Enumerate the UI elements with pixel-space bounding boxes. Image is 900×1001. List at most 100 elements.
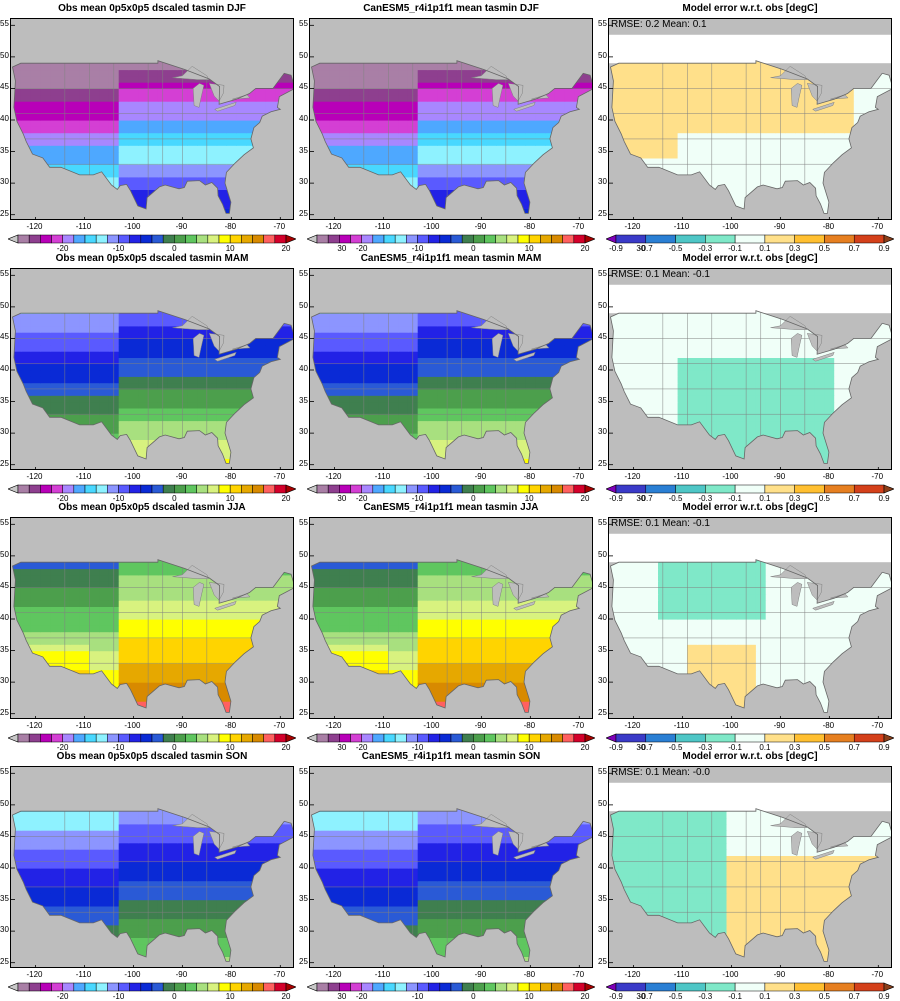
temperature-colorbar-swatch	[339, 734, 350, 742]
lon-tick-label: -70	[862, 222, 892, 231]
temperature-colorbar-swatch	[339, 235, 350, 243]
temperature-colorbar-swatch	[362, 485, 373, 493]
lon-tick-label: -90	[764, 970, 794, 979]
temperature-colorbar-swatch	[518, 734, 529, 742]
lat-tick-label: 50	[299, 799, 308, 808]
error-colorbar-extend-high	[884, 983, 894, 991]
temperature-colorbar-extend-low	[8, 485, 18, 493]
temperature-colorbar-swatch	[384, 235, 395, 243]
lat-tick-label: 25	[598, 459, 607, 468]
lat-tick-label: 35	[0, 146, 9, 155]
lat-tick-label: 35	[598, 146, 607, 155]
temperature-colorbar-swatch	[395, 983, 406, 991]
lat-tick-label: 45	[299, 581, 308, 590]
temperature-colorbar-swatch	[107, 485, 118, 493]
error-colorbar-swatch	[795, 983, 825, 991]
temperature-colorbar-swatch	[552, 983, 563, 991]
colorbar-tick-label: -10	[403, 244, 433, 253]
lon-tick-label: -80	[215, 222, 245, 231]
temperature-colorbar-swatch	[485, 485, 496, 493]
rmse-mean-label: RMSE: 0.1 Mean: -0.1	[611, 269, 710, 280]
lat-tick-label: 50	[299, 301, 308, 310]
temperature-colorbar-swatch	[574, 485, 585, 493]
temperature-colorbar-swatch	[18, 485, 29, 493]
lon-tick-label: -80	[813, 472, 843, 481]
colorbar-tick-label: 10	[514, 244, 544, 253]
panel-title: Obs mean 0p5x0p5 dscaled tasmin SON	[0, 751, 304, 762]
temperature-colorbar-swatch	[529, 235, 540, 243]
lon-tick-label: -100	[416, 472, 446, 481]
lon-tick-label: -70	[264, 970, 294, 979]
temperature-colorbar-extend-high	[585, 485, 595, 493]
temperature-colorbar-swatch	[529, 734, 540, 742]
temperature-colorbar-swatch	[230, 983, 241, 991]
panel-title: Model error w.r.t. obs [degC]	[598, 3, 900, 14]
lon-tick-label: -80	[215, 721, 245, 730]
temperature-colorbar-swatch	[429, 235, 440, 243]
temperature-colorbar-extend-high	[286, 485, 296, 493]
panel-title: Model error w.r.t. obs [degC]	[598, 253, 900, 264]
lon-tick-label: -70	[563, 721, 593, 730]
lon-tick-label: -100	[416, 970, 446, 979]
temperature-colorbar-swatch	[96, 983, 107, 991]
lon-tick-label: -120	[19, 721, 49, 730]
rmse-mean-label: RMSE: 0.1 Mean: -0.1	[611, 518, 710, 529]
temperature-map	[309, 268, 593, 470]
lat-tick-label: 55	[598, 767, 607, 776]
lon-tick-label: -90	[764, 472, 794, 481]
temperature-colorbar-swatch	[74, 734, 85, 742]
lat-tick-label: 35	[598, 396, 607, 405]
temperature-colorbar	[307, 484, 595, 494]
lon-tick-label: -80	[514, 721, 544, 730]
temperature-colorbar-swatch	[563, 235, 574, 243]
lon-tick-label: -110	[367, 472, 397, 481]
temperature-colorbar-swatch	[507, 485, 518, 493]
lon-tick-label: -110	[68, 721, 98, 730]
lat-tick-label: 30	[0, 925, 9, 934]
temperature-colorbar-swatch	[107, 983, 118, 991]
temperature-colorbar-swatch	[40, 235, 51, 243]
lon-tick-label: -110	[666, 222, 696, 231]
temperature-colorbar-swatch	[540, 235, 551, 243]
temperature-colorbar-swatch	[130, 235, 141, 243]
temperature-colorbar-swatch	[418, 235, 429, 243]
lat-tick-label: 30	[299, 676, 308, 685]
temperature-colorbar-swatch	[163, 235, 174, 243]
lat-tick-label: 40	[0, 364, 9, 373]
error-colorbar-swatch	[616, 235, 646, 243]
lon-tick-label: -100	[715, 222, 745, 231]
error-colorbar-swatch	[616, 983, 646, 991]
error-colorbar	[606, 234, 894, 244]
temperature-colorbar-swatch	[107, 734, 118, 742]
lat-tick-label: 55	[299, 19, 308, 28]
lon-tick-label: -80	[215, 970, 245, 979]
error-map: RMSE: 0.1 Mean: -0.1	[608, 517, 892, 719]
temperature-colorbar-swatch	[152, 235, 163, 243]
temperature-colorbar-swatch	[429, 983, 440, 991]
panel-title: Model error w.r.t. obs [degC]	[598, 751, 900, 762]
temperature-colorbar-swatch	[186, 485, 197, 493]
temperature-colorbar-swatch	[351, 983, 362, 991]
temperature-colorbar-swatch	[574, 983, 585, 991]
temperature-colorbar-swatch	[163, 734, 174, 742]
temperature-colorbar-swatch	[174, 983, 185, 991]
temperature-colorbar-swatch	[406, 734, 417, 742]
temperature-colorbar-swatch	[440, 734, 451, 742]
rmse-mean-label: RMSE: 0.1 Mean: -0.0	[611, 767, 710, 778]
temperature-colorbar-swatch	[186, 983, 197, 991]
lon-tick-label: -90	[465, 970, 495, 979]
temperature-map	[10, 517, 294, 719]
temperature-colorbar-swatch	[230, 485, 241, 493]
temperature-colorbar-extend-high	[585, 983, 595, 991]
lat-tick-label: 45	[598, 581, 607, 590]
lat-tick-label: 45	[0, 581, 9, 590]
error-colorbar-swatch	[735, 235, 765, 243]
temperature-colorbar-swatch	[219, 983, 230, 991]
lon-tick-label: -90	[166, 721, 196, 730]
error-colorbar-swatch	[646, 235, 676, 243]
temperature-colorbar-swatch	[253, 485, 264, 493]
temperature-colorbar-swatch	[540, 734, 551, 742]
error-colorbar-swatch	[765, 734, 795, 742]
error-colorbar-swatch	[616, 734, 646, 742]
temperature-colorbar-swatch	[174, 734, 185, 742]
